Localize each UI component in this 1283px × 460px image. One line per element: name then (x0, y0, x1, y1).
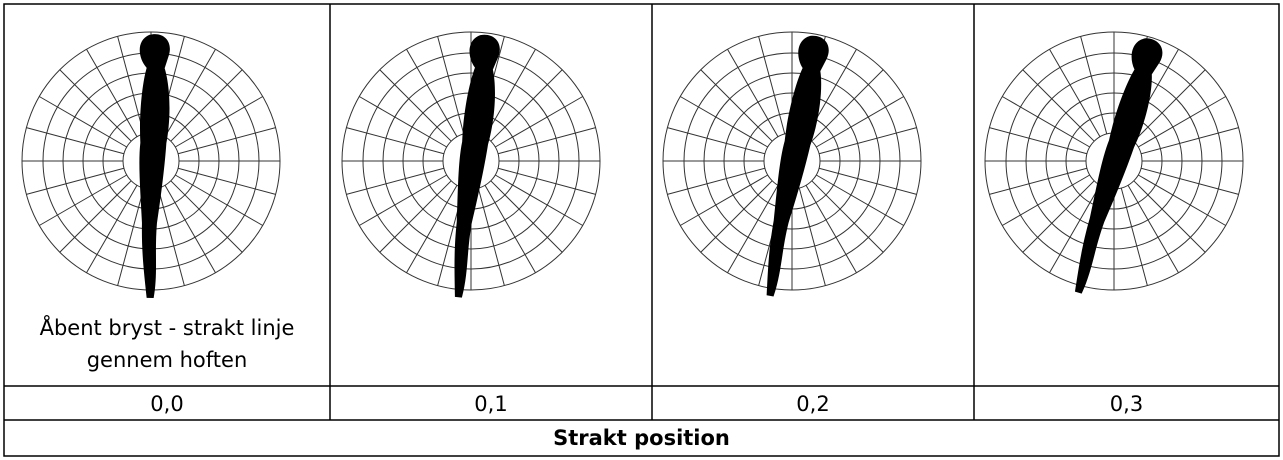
grid-spoke (59, 69, 132, 142)
grid-spoke (379, 69, 452, 142)
grid-spoke (490, 180, 563, 253)
grid-spoke (818, 127, 917, 155)
grid-spoke (490, 69, 563, 142)
grid-spoke (477, 187, 505, 286)
value: 0,2 (796, 392, 830, 416)
diver-silhouette (1074, 38, 1163, 294)
grid-spoke (700, 69, 773, 142)
grid-spoke (1140, 127, 1239, 155)
grid-spoke (1049, 184, 1101, 273)
grid-spoke (497, 167, 596, 195)
polar-grid (662, 31, 922, 291)
grid-spoke (86, 49, 138, 138)
diver-silhouette (766, 35, 829, 297)
grid-spoke (174, 96, 263, 148)
grid-spoke (680, 174, 769, 226)
grid-spoke (811, 180, 884, 253)
grid-spoke (1133, 69, 1206, 142)
grid-spoke (818, 167, 917, 195)
value: 0,3 (1109, 392, 1144, 416)
grid-spoke (170, 69, 243, 142)
grid-spoke (117, 36, 145, 135)
grid-spoke (798, 187, 826, 286)
grid-spoke (39, 174, 128, 226)
grid-spoke (494, 96, 583, 148)
grid-spoke (174, 174, 263, 226)
grid-spoke (680, 96, 769, 148)
grid-spoke (177, 167, 276, 195)
grid-spoke (26, 127, 125, 155)
grid-spoke (170, 180, 243, 253)
grid-spoke (811, 69, 884, 142)
grid-spoke (164, 49, 216, 138)
grid-spoke (379, 180, 452, 253)
grid-spoke (758, 36, 786, 135)
grid-spoke (497, 127, 596, 155)
table-borders (3, 3, 1280, 457)
grid-spoke (1133, 180, 1206, 253)
grid-spoke (1022, 180, 1095, 253)
grid-spoke (1127, 184, 1179, 273)
grid-spoke (157, 187, 185, 286)
grid-spoke (494, 174, 583, 226)
grid-spoke (727, 184, 779, 273)
caption: Åbent bryst - strakt linje gennem hoften (39, 316, 295, 372)
grid-spoke (484, 49, 536, 138)
grid-spoke (484, 184, 536, 273)
grid-spoke (1049, 49, 1101, 138)
grid-spoke (1080, 36, 1108, 135)
grid-spoke (1002, 174, 1091, 226)
grid-spoke (1022, 69, 1095, 142)
grid-spoke (1137, 96, 1226, 148)
grid-spoke (86, 184, 138, 273)
grid-spoke (346, 167, 445, 195)
grid-spoke (815, 96, 904, 148)
diver-silhouette (454, 34, 500, 298)
value: 0,0 (150, 392, 184, 416)
value: 0,1 (474, 392, 508, 416)
grid-spoke (1120, 187, 1148, 286)
grid-spoke (1140, 167, 1239, 195)
grid-spoke (359, 174, 448, 226)
grid-spoke (346, 127, 445, 155)
grid-spoke (989, 167, 1088, 195)
grid-spoke (406, 49, 458, 138)
grid-spoke (667, 127, 766, 155)
grid-spoke (805, 184, 857, 273)
grid-spoke (700, 180, 773, 253)
grid-spoke (815, 174, 904, 226)
diver-silhouette (139, 34, 170, 299)
grid-spoke (26, 167, 125, 195)
grid-spoke (727, 49, 779, 138)
grid-spoke (117, 187, 145, 286)
grid-spoke (59, 180, 132, 253)
grid-spoke (177, 127, 276, 155)
grid-spoke (406, 184, 458, 273)
grid-spoke (359, 96, 448, 148)
grid-spoke (989, 127, 1088, 155)
grid-spoke (164, 184, 216, 273)
grid-spoke (39, 96, 128, 148)
grid-spoke (1002, 96, 1091, 148)
footer: Strakt position (553, 426, 730, 450)
grid-spoke (1137, 174, 1226, 226)
grid-spoke (667, 167, 766, 195)
grid-spoke (437, 36, 465, 135)
